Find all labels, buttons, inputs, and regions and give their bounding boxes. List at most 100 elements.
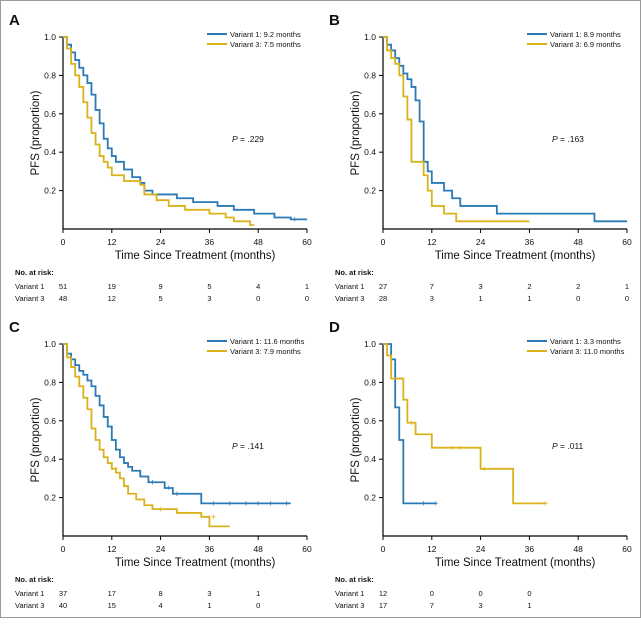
p-value: P = .163 <box>552 134 584 144</box>
legend-label: Variant 3: 11.0 months <box>550 347 625 356</box>
x-tick-label: 36 <box>525 544 535 554</box>
legend-label: Variant 1: 9.2 months <box>230 30 301 39</box>
panel-d: D 0 12 24 36 48 60 0.2 0.4 0.6 0.8 1.0 Time Since Tr… <box>329 319 632 610</box>
censor-mark: + <box>243 499 249 510</box>
p-value-symbol: P <box>232 441 238 451</box>
risk-cell: 27 <box>379 282 387 291</box>
p-value-symbol: P <box>232 134 238 144</box>
x-tick-label: 24 <box>476 237 486 247</box>
risk-table-header: No. at risk: <box>335 268 374 277</box>
risk-cell: 0 <box>305 294 309 303</box>
series-variant-1-curve <box>383 36 627 223</box>
risk-cell: 3 <box>479 601 483 610</box>
risk-row-label: Variant 1 <box>15 282 44 291</box>
x-tick-label: 0 <box>61 237 66 247</box>
risk-row-label: Variant 3 <box>15 601 44 610</box>
x-tick-label: 60 <box>622 544 632 554</box>
risk-cell: 17 <box>108 589 116 598</box>
risk-cell: 4 <box>159 601 163 610</box>
series-variant-3-curve <box>63 36 255 227</box>
y-tick-label: 0.8 <box>44 377 56 387</box>
y-tick-label: 0.6 <box>364 109 376 119</box>
censor-mark: + <box>211 512 217 523</box>
legend-label: Variant 1: 3.3 months <box>550 337 621 346</box>
y-tick-label: 0.8 <box>364 377 376 387</box>
x-tick-label: 24 <box>156 237 166 247</box>
risk-cell: 0 <box>256 601 260 610</box>
x-tick-label: 0 <box>381 237 386 247</box>
censor-mark: + <box>457 443 463 454</box>
legend-label: Variant 3: 6.9 months <box>550 40 621 49</box>
censor-mark: + <box>449 443 455 454</box>
risk-cell: 1 <box>305 282 309 291</box>
x-tick-label: 36 <box>525 237 535 247</box>
x-tick-label: 60 <box>302 237 312 247</box>
p-value-symbol: P <box>552 134 558 144</box>
y-tick-label: 0.4 <box>44 147 56 157</box>
y-axis-title: PFS (proportion) <box>30 397 42 482</box>
risk-cell: 28 <box>379 294 387 303</box>
risk-row-label: Variant 1 <box>15 589 44 598</box>
censor-mark: + <box>227 499 233 510</box>
risk-cell: 0 <box>479 589 483 598</box>
x-tick-label: 12 <box>427 237 437 247</box>
y-axis-title: PFS (proportion) <box>350 397 362 482</box>
y-tick-label: 0.2 <box>44 493 56 503</box>
p-value: P = .229 <box>232 134 264 144</box>
y-tick-label: 1.0 <box>44 32 56 42</box>
risk-cell: 0 <box>576 294 580 303</box>
risk-cell: 48 <box>59 294 67 303</box>
risk-cell: 17 <box>379 601 387 610</box>
p-value-number: = .141 <box>238 441 265 451</box>
risk-cell: 3 <box>430 294 434 303</box>
censor-mark: + <box>421 499 427 510</box>
risk-cell: 51 <box>59 282 67 291</box>
risk-cell: 3 <box>207 294 211 303</box>
risk-cell: 15 <box>108 601 116 610</box>
p-value: P = .141 <box>232 441 264 451</box>
risk-cell: 1 <box>256 589 260 598</box>
risk-cell: 40 <box>59 601 67 610</box>
y-tick-label: 0.2 <box>44 186 56 196</box>
x-axis-title: Time Since Treatment (months) <box>435 250 596 262</box>
x-tick-label: 0 <box>61 544 66 554</box>
panel-label: D <box>329 319 340 336</box>
risk-row-label: Variant 1 <box>335 589 364 598</box>
y-tick-label: 1.0 <box>364 32 376 42</box>
x-tick-label: 12 <box>107 544 117 554</box>
risk-row-label: Variant 3 <box>335 294 364 303</box>
risk-cell: 1 <box>527 601 531 610</box>
x-tick-label: 60 <box>622 237 632 247</box>
y-tick-label: 0.2 <box>364 186 376 196</box>
censor-mark: + <box>409 418 415 429</box>
x-tick-label: 12 <box>427 544 437 554</box>
y-axis-title: PFS (proportion) <box>30 90 42 175</box>
censor-mark: + <box>150 477 156 488</box>
risk-cell: 1 <box>527 294 531 303</box>
x-axis-title: Time Since Treatment (months) <box>115 557 276 569</box>
x-axis-title: Time Since Treatment (months) <box>435 557 596 569</box>
x-tick-label: 48 <box>573 237 583 247</box>
y-tick-label: 0.6 <box>44 109 56 119</box>
censor-mark: + <box>113 464 119 475</box>
series-variant-3-curve <box>63 343 230 528</box>
risk-cell: 3 <box>479 282 483 291</box>
x-axis-title: Time Since Treatment (months) <box>115 250 276 262</box>
censor-mark: + <box>482 464 488 475</box>
x-tick-label: 36 <box>205 237 215 247</box>
risk-cell: 7 <box>430 282 434 291</box>
legend-label: Variant 3: 7.9 months <box>230 347 301 356</box>
panel-label: C <box>9 319 20 336</box>
legend-label: Variant 1: 8.9 months <box>550 30 621 39</box>
series-variant-1-curve <box>63 343 291 505</box>
y-tick-label: 0.6 <box>364 416 376 426</box>
x-tick-label: 24 <box>476 544 486 554</box>
risk-cell: 5 <box>207 282 211 291</box>
series-variant-1-curve <box>63 36 307 221</box>
risk-cell: 3 <box>207 589 211 598</box>
x-tick-label: 60 <box>302 544 312 554</box>
y-tick-label: 1.0 <box>44 339 56 349</box>
risk-cell: 0 <box>256 294 260 303</box>
